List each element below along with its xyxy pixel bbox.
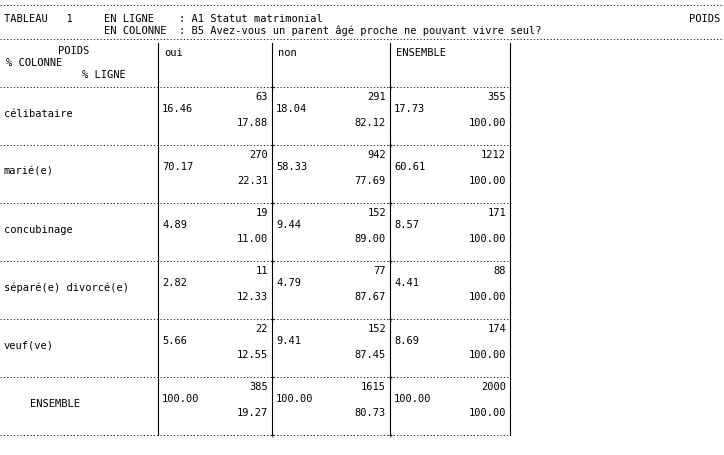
Text: 77.69: 77.69 <box>355 176 386 186</box>
Text: 19: 19 <box>256 207 268 217</box>
Text: 16.46: 16.46 <box>162 104 193 114</box>
Text: 89.00: 89.00 <box>355 233 386 243</box>
Text: 2000: 2000 <box>481 381 506 391</box>
Text: 942: 942 <box>367 150 386 160</box>
Text: 22: 22 <box>256 324 268 333</box>
Text: 100.00: 100.00 <box>468 176 506 186</box>
Text: +: + <box>269 258 275 264</box>
Text: 385: 385 <box>249 381 268 391</box>
Text: +: + <box>269 143 275 149</box>
Text: 77: 77 <box>374 265 386 275</box>
Text: 9.44: 9.44 <box>276 219 301 229</box>
Text: 63: 63 <box>256 92 268 102</box>
Text: 152: 152 <box>367 324 386 333</box>
Text: EN COLONNE  : B5 Avez-vous un parent âgé proche ne pouvant vivre seul?: EN COLONNE : B5 Avez-vous un parent âgé … <box>4 26 542 36</box>
Text: 4.89: 4.89 <box>162 219 187 229</box>
Text: marié(e): marié(e) <box>4 167 54 177</box>
Text: 87.67: 87.67 <box>355 291 386 301</box>
Text: 291: 291 <box>367 92 386 102</box>
Text: 9.41: 9.41 <box>276 335 301 345</box>
Text: 19.27: 19.27 <box>237 407 268 417</box>
Text: +: + <box>269 85 275 91</box>
Text: 100.00: 100.00 <box>276 393 313 403</box>
Text: séparé(e) divorcé(e): séparé(e) divorcé(e) <box>4 282 129 293</box>
Text: 70.17: 70.17 <box>162 162 193 172</box>
Text: 100.00: 100.00 <box>468 291 506 301</box>
Text: 100.00: 100.00 <box>468 233 506 243</box>
Text: POIDS: POIDS <box>59 46 90 56</box>
Text: 174: 174 <box>487 324 506 333</box>
Text: 171: 171 <box>487 207 506 217</box>
Text: 1212: 1212 <box>481 150 506 160</box>
Text: 87.45: 87.45 <box>355 349 386 359</box>
Text: POIDS: POIDS <box>689 14 720 24</box>
Text: +: + <box>387 143 393 149</box>
Text: 152: 152 <box>367 207 386 217</box>
Text: 5.66: 5.66 <box>162 335 187 345</box>
Text: +: + <box>387 374 393 380</box>
Text: oui: oui <box>164 48 182 58</box>
Text: +: + <box>269 316 275 322</box>
Text: 18.04: 18.04 <box>276 104 307 114</box>
Text: +: + <box>387 432 393 438</box>
Text: 1615: 1615 <box>361 381 386 391</box>
Text: +: + <box>269 201 275 207</box>
Text: 100.00: 100.00 <box>468 349 506 359</box>
Text: 8.57: 8.57 <box>394 219 419 229</box>
Text: 4.79: 4.79 <box>276 278 301 288</box>
Text: non: non <box>278 48 297 58</box>
Text: 355: 355 <box>487 92 506 102</box>
Text: ENSEMBLE: ENSEMBLE <box>30 398 80 408</box>
Text: 100.00: 100.00 <box>468 118 506 128</box>
Text: 60.61: 60.61 <box>394 162 425 172</box>
Text: 2.82: 2.82 <box>162 278 187 288</box>
Text: 82.12: 82.12 <box>355 118 386 128</box>
Text: 12.33: 12.33 <box>237 291 268 301</box>
Text: concubinage: concubinage <box>4 224 72 234</box>
Text: veuf(ve): veuf(ve) <box>4 340 54 350</box>
Text: ENSEMBLE: ENSEMBLE <box>396 48 446 58</box>
Text: +: + <box>387 316 393 322</box>
Text: 11: 11 <box>256 265 268 275</box>
Text: % LIGNE: % LIGNE <box>82 70 126 80</box>
Text: 88: 88 <box>494 265 506 275</box>
Text: 4.41: 4.41 <box>394 278 419 288</box>
Text: 22.31: 22.31 <box>237 176 268 186</box>
Text: TABLEAU   1     EN LIGNE    : A1 Statut matrimonial: TABLEAU 1 EN LIGNE : A1 Statut matrimoni… <box>4 14 323 24</box>
Text: 100.00: 100.00 <box>468 407 506 417</box>
Text: 100.00: 100.00 <box>394 393 432 403</box>
Text: +: + <box>387 85 393 91</box>
Text: 58.33: 58.33 <box>276 162 307 172</box>
Text: +: + <box>387 201 393 207</box>
Text: +: + <box>387 258 393 264</box>
Text: +: + <box>269 374 275 380</box>
Text: % COLONNE: % COLONNE <box>6 58 62 68</box>
Text: 17.73: 17.73 <box>394 104 425 114</box>
Text: 100.00: 100.00 <box>162 393 200 403</box>
Text: +: + <box>269 432 275 438</box>
Text: 17.88: 17.88 <box>237 118 268 128</box>
Text: célibataire: célibataire <box>4 109 72 119</box>
Text: 8.69: 8.69 <box>394 335 419 345</box>
Text: 11.00: 11.00 <box>237 233 268 243</box>
Text: 270: 270 <box>249 150 268 160</box>
Text: 80.73: 80.73 <box>355 407 386 417</box>
Text: 12.55: 12.55 <box>237 349 268 359</box>
